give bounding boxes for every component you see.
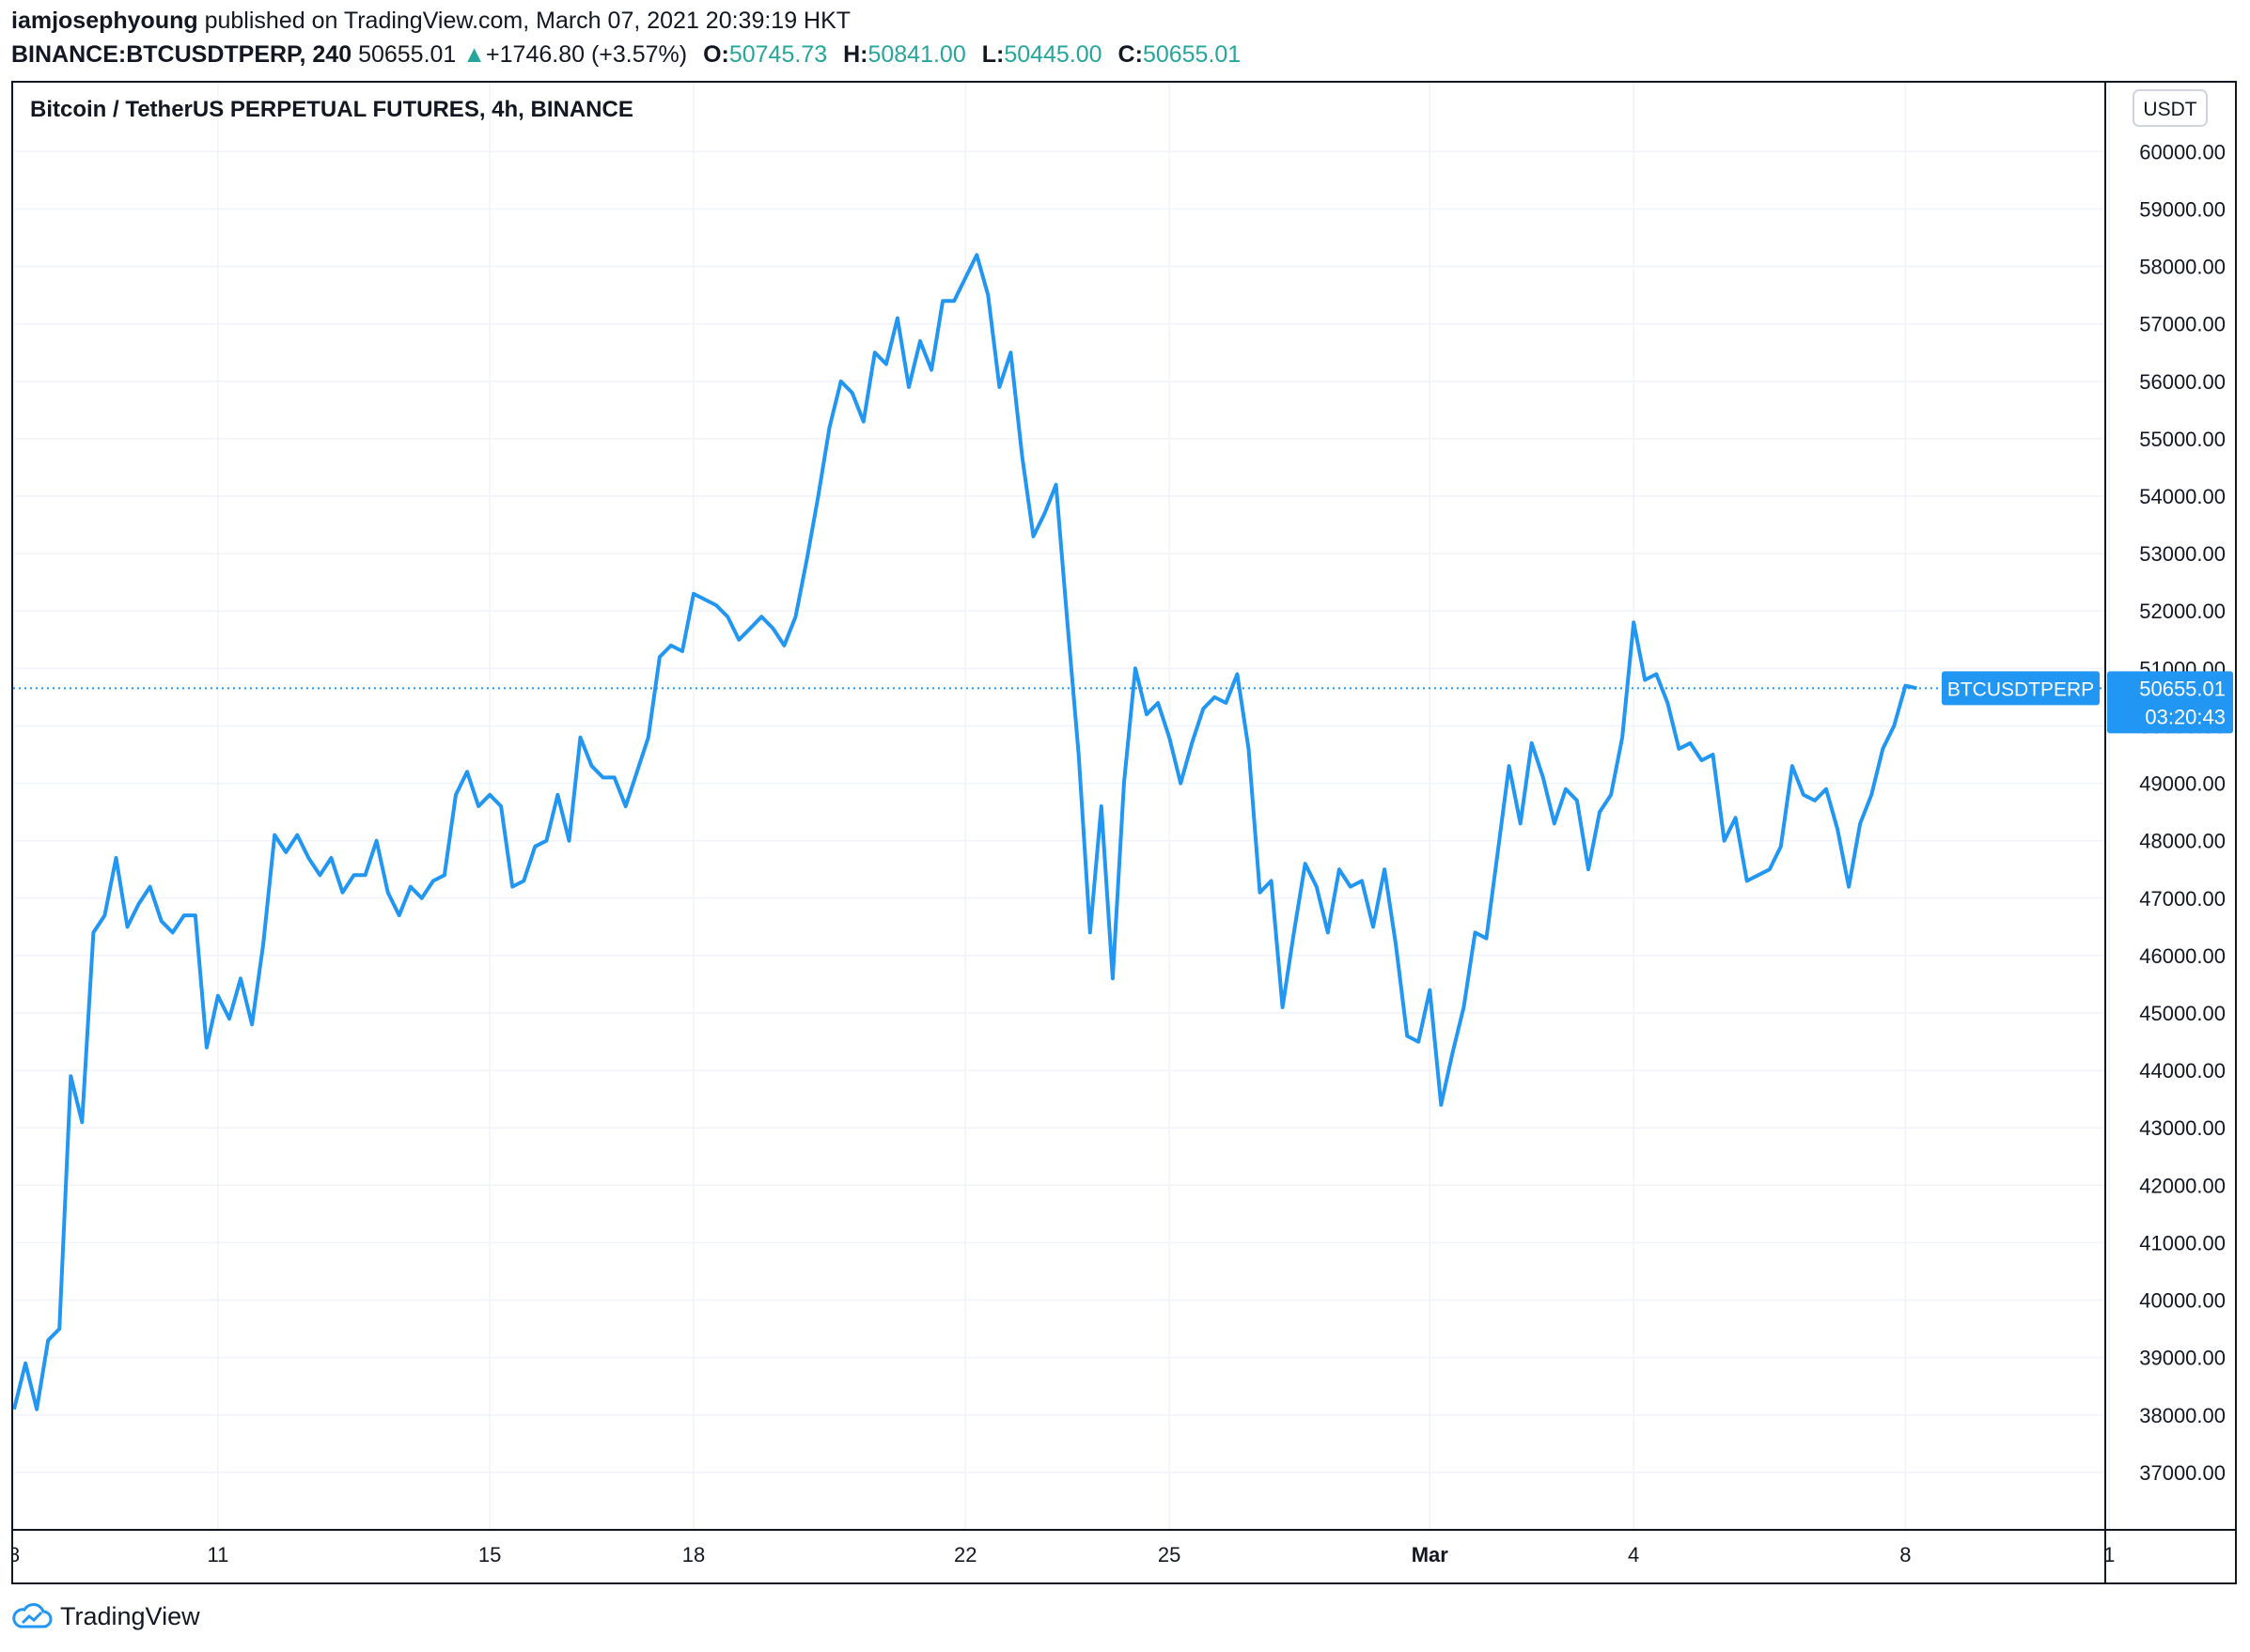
y-tick-label: 38000.00 <box>2139 1404 2226 1427</box>
x-tick-label: 8 <box>13 1543 20 1566</box>
author-name[interactable]: iamjosephyoung <box>11 8 198 34</box>
footer: TradingView <box>11 1597 200 1635</box>
y-tick-label: 40000.00 <box>2139 1289 2226 1313</box>
y-tick-label: 53000.00 <box>2139 542 2226 566</box>
y-tick-label: 45000.00 <box>2139 1002 2226 1025</box>
chart-title: Bitcoin / TetherUS PERPETUAL FUTURES, 4h… <box>30 97 633 122</box>
y-tick-label: 54000.00 <box>2139 485 2226 508</box>
x-tick-label: 18 <box>682 1543 705 1566</box>
y-tick-label: 47000.00 <box>2139 887 2226 911</box>
x-tick-label: 11 <box>207 1543 228 1566</box>
series-label-box <box>1942 671 2100 706</box>
published-text: published on TradingView.com, March 07, … <box>204 8 852 34</box>
y-tick-label: 44000.00 <box>2139 1059 2226 1083</box>
x-tick-label: 22 <box>954 1543 977 1566</box>
chart-header: iamjosephyoung published on TradingView.… <box>11 4 1241 71</box>
open-value: 50745.73 <box>728 41 828 68</box>
y-tick-label: 58000.00 <box>2139 256 2226 279</box>
chart-frame[interactable]: 37000.00 38000.00 39000.00 40000.00 41000.00… <box>11 81 2237 1584</box>
y-tick-label: 55000.00 <box>2139 428 2226 451</box>
y-tick-label: 46000.00 <box>2139 944 2226 968</box>
last-price: 50655.01 <box>358 41 457 68</box>
x-tick-label: 1 <box>2103 1543 2115 1566</box>
countdown-label: 03:20:43 <box>2145 705 2226 728</box>
low-value: 50445.00 <box>1004 41 1102 68</box>
close-label: C: <box>1117 41 1143 68</box>
publish-line: iamjosephyoung published on TradingView.… <box>11 4 1241 38</box>
open-label: O: <box>703 41 729 68</box>
y-tick-label: 56000.00 <box>2139 370 2226 394</box>
last-price-box <box>2107 671 2233 734</box>
low-label: L: <box>981 41 1005 68</box>
x-tick-label: 4 <box>1628 1543 1639 1566</box>
x-tick-label: Mar <box>1412 1543 1449 1566</box>
y-tick-label: 37000.00 <box>2139 1461 2226 1485</box>
currency-badge-box[interactable] <box>2133 89 2208 127</box>
y-tick-label: 43000.00 <box>2139 1116 2226 1140</box>
series-label: BTCUSDTPERP <box>1947 678 2094 700</box>
high-value: 50841.00 <box>867 41 966 68</box>
y-tick-label: 60000.00 <box>2139 140 2226 164</box>
y-tick-label: 42000.00 <box>2139 1174 2226 1197</box>
y-tick-label: 52000.00 <box>2139 600 2226 623</box>
close-value: 50655.01 <box>1142 41 1242 68</box>
symbol-label: BINANCE:BTCUSDTPERP, 240 <box>11 41 352 68</box>
currency-badge[interactable]: USDT <box>2143 99 2196 120</box>
tradingview-cloud-icon[interactable] <box>11 1602 53 1630</box>
y-tick-label: 59000.00 <box>2139 197 2226 221</box>
y-tick-label: 48000.00 <box>2139 830 2226 853</box>
x-tick-label: 15 <box>478 1543 501 1566</box>
tradingview-brand[interactable]: TradingView <box>60 1601 200 1630</box>
price-chart[interactable]: 37000.00 38000.00 39000.00 40000.00 41000.00… <box>13 83 2235 1582</box>
y-tick-label: 41000.00 <box>2139 1231 2226 1255</box>
x-tick-label: 25 <box>1158 1543 1180 1566</box>
change-value: +1746.80 (+3.57%) <box>486 41 688 68</box>
y-tick-label: 39000.00 <box>2139 1347 2226 1370</box>
last-price-label: 50655.01 <box>2139 677 2226 700</box>
symbol-ohlc-line: BINANCE:BTCUSDTPERP, 240 50655.01 ▲+1746… <box>11 38 1241 71</box>
y-tick-label: 57000.00 <box>2139 313 2226 336</box>
x-tick-label: 8 <box>1899 1543 1911 1566</box>
high-label: H: <box>843 41 868 68</box>
y-tick-label: 49000.00 <box>2139 772 2226 796</box>
change-up-icon: ▲ <box>462 41 487 68</box>
